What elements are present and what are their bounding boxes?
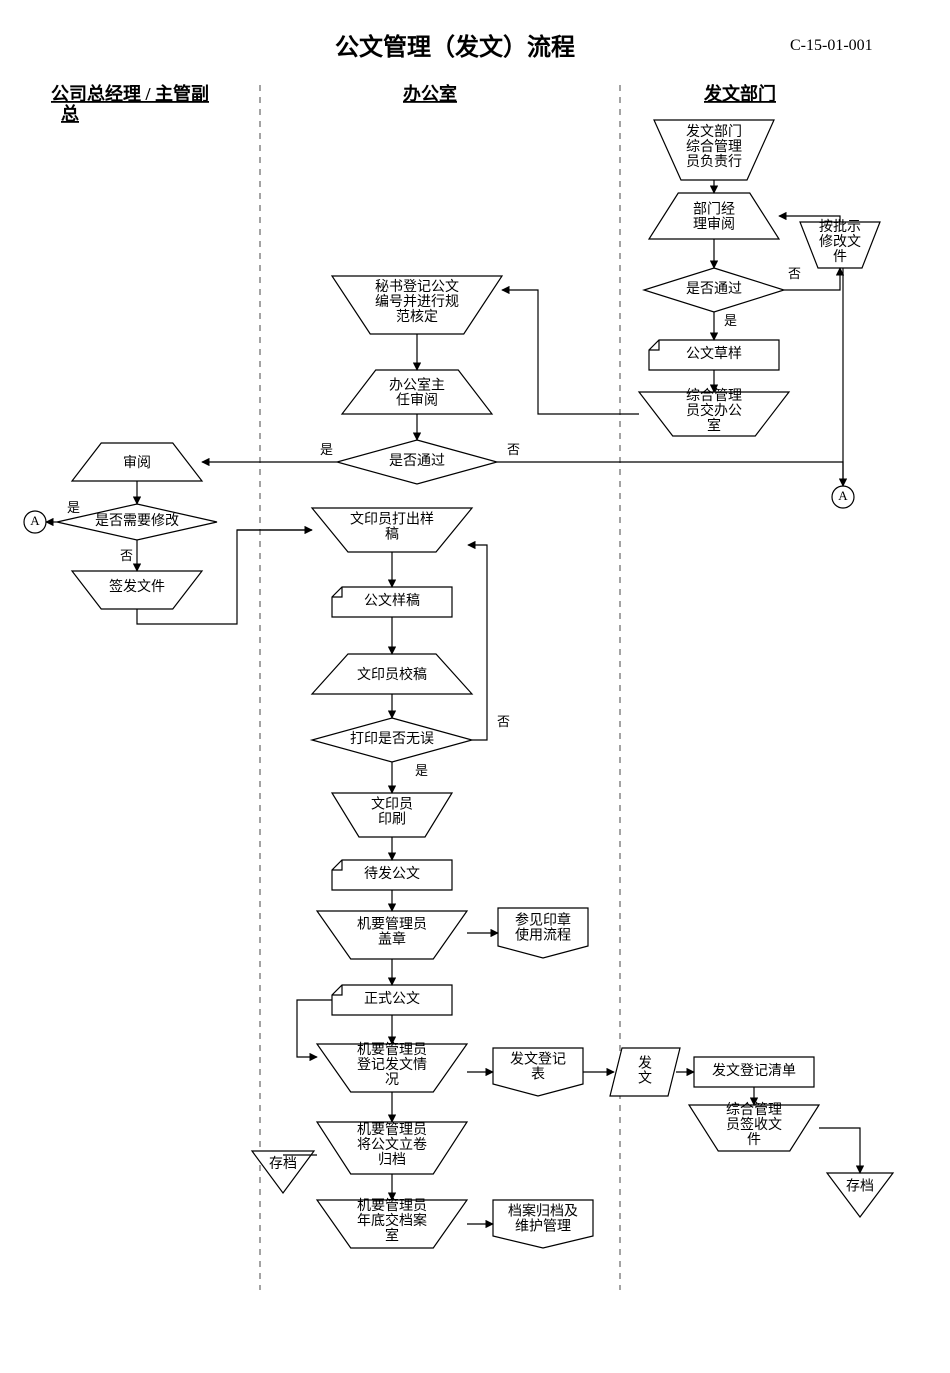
node-label-p7ref: 参见印章使用流程 — [515, 912, 571, 944]
edge-label-no1: 否 — [788, 266, 801, 281]
node-label-p8: 正式公文 — [364, 991, 420, 1007]
node-label-p9arch: 存档 — [846, 1179, 874, 1195]
edge-label-yes2: 是 — [320, 442, 333, 457]
node-label-m2: 办公室主任审阅 — [389, 377, 445, 409]
node-label-l1: 审阅 — [123, 455, 151, 471]
node-label-l3: 签发文件 — [109, 578, 165, 595]
edge-label-no2: 否 — [507, 442, 520, 457]
lane-header-lane3: 发文部门 — [703, 83, 776, 104]
node-label-n3: 是否通过 — [686, 281, 742, 297]
node-label-p9list: 发文登记清单 — [712, 1063, 796, 1079]
node-label-p10arch: 存档 — [269, 1156, 297, 1172]
node-label-p11ref: 档案归档及维护管理 — [508, 1203, 578, 1235]
edge-p9sign-p9arch — [819, 1128, 860, 1173]
node-label-p3: 文印员校稿 — [357, 666, 427, 683]
edge-label-yesL: 是 — [67, 500, 80, 515]
edge-n5-m1 — [502, 290, 639, 414]
edge-label-yes1: 是 — [724, 313, 737, 328]
node-label-n4: 公文草样 — [686, 346, 742, 362]
connector-label-connA1: A — [30, 513, 40, 528]
edge-p4-p1b — [468, 545, 487, 740]
edge-label-yes3: 是 — [415, 763, 428, 778]
edge-m3-back — [497, 462, 843, 486]
node-label-m3: 是否通过 — [389, 453, 445, 469]
node-label-p4: 打印是否无误 — [350, 730, 434, 747]
edge-label-noL: 否 — [120, 548, 133, 563]
node-label-n1: 发文部门综合管理员负责行 — [686, 124, 742, 170]
node-label-l2: 是否需要修改 — [95, 513, 179, 529]
node-label-n2: 部门经理审阅 — [693, 202, 735, 233]
node-label-p2: 公文样稿 — [364, 593, 420, 609]
lane-header-lane1: 公司总经理 / 主管副总 — [51, 83, 209, 124]
node-label-p9fa: 发文 — [638, 1056, 652, 1087]
lane-header-lane2: 办公室 — [403, 83, 457, 104]
page-title: 公文管理（发文）流程 — [335, 33, 575, 61]
connector-label-connA2: A — [838, 488, 848, 503]
edge-label-no3: 否 — [497, 714, 510, 729]
node-label-p6: 待发公文 — [364, 866, 420, 882]
doc-number: C-15-01-001 — [790, 37, 873, 54]
